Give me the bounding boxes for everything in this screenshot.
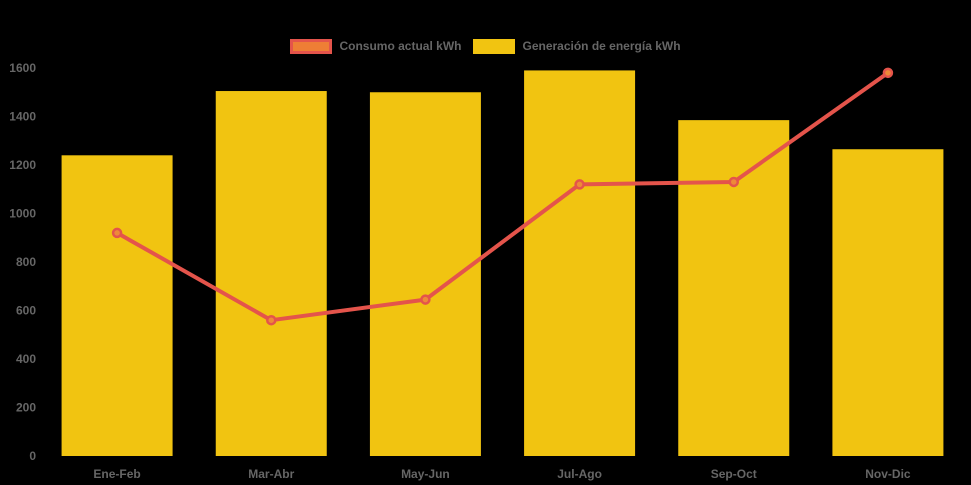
line-data-point (882, 67, 894, 79)
bar-generacion-energia (61, 155, 173, 457)
line-data-point (420, 294, 431, 305)
x-axis-category-label: Ene-Feb (93, 467, 140, 481)
y-axis-tick-label: 1000 (9, 207, 36, 221)
y-axis-tick-label: 600 (16, 304, 36, 318)
x-axis-category-label: Jul-Ago (557, 467, 602, 481)
legend-item-consumo-actual[interactable]: Consumo actual kWh (290, 39, 461, 54)
chart-legend: Consumo actual kWh Generación de energía… (0, 39, 971, 54)
bar-generacion-energia (678, 120, 790, 456)
line-series-swatch-icon (290, 39, 333, 54)
y-axis-tick-label: 1200 (9, 158, 36, 172)
bar-generacion-energia (832, 149, 944, 457)
line-data-point (574, 179, 585, 190)
legend-label-consumo-actual: Consumo actual kWh (339, 39, 462, 53)
line-data-point (266, 314, 277, 326)
y-axis-tick-label: 800 (16, 255, 36, 269)
x-axis-category-label: Sep-Oct (711, 467, 757, 481)
line-data-point (111, 227, 123, 239)
bar-generacion-energia (215, 91, 327, 456)
legend-label-generacion-energia: Generación de energía kWh (522, 39, 681, 53)
y-axis-tick-label: 1600 (9, 61, 36, 75)
line-consumo-actual (115, 70, 890, 323)
y-axis-tick-label: 400 (16, 352, 36, 366)
x-axis-category-label: Nov-Dic (865, 467, 911, 481)
bar-generacion-energia (369, 92, 481, 456)
legend-item-generacion-energia[interactable]: Generación de energía kWh (473, 39, 681, 54)
bar-series-swatch-icon (473, 39, 516, 54)
y-axis-tick-label: 1400 (9, 110, 36, 124)
bar-generacion-energia (524, 70, 636, 457)
line-data-point (728, 176, 739, 188)
y-axis-tick-label: 0 (29, 449, 36, 463)
x-axis-category-label: May-Jun (401, 467, 450, 481)
x-axis-category-label: Mar-Abr (248, 467, 294, 481)
y-axis-tick-label: 200 (16, 401, 36, 415)
